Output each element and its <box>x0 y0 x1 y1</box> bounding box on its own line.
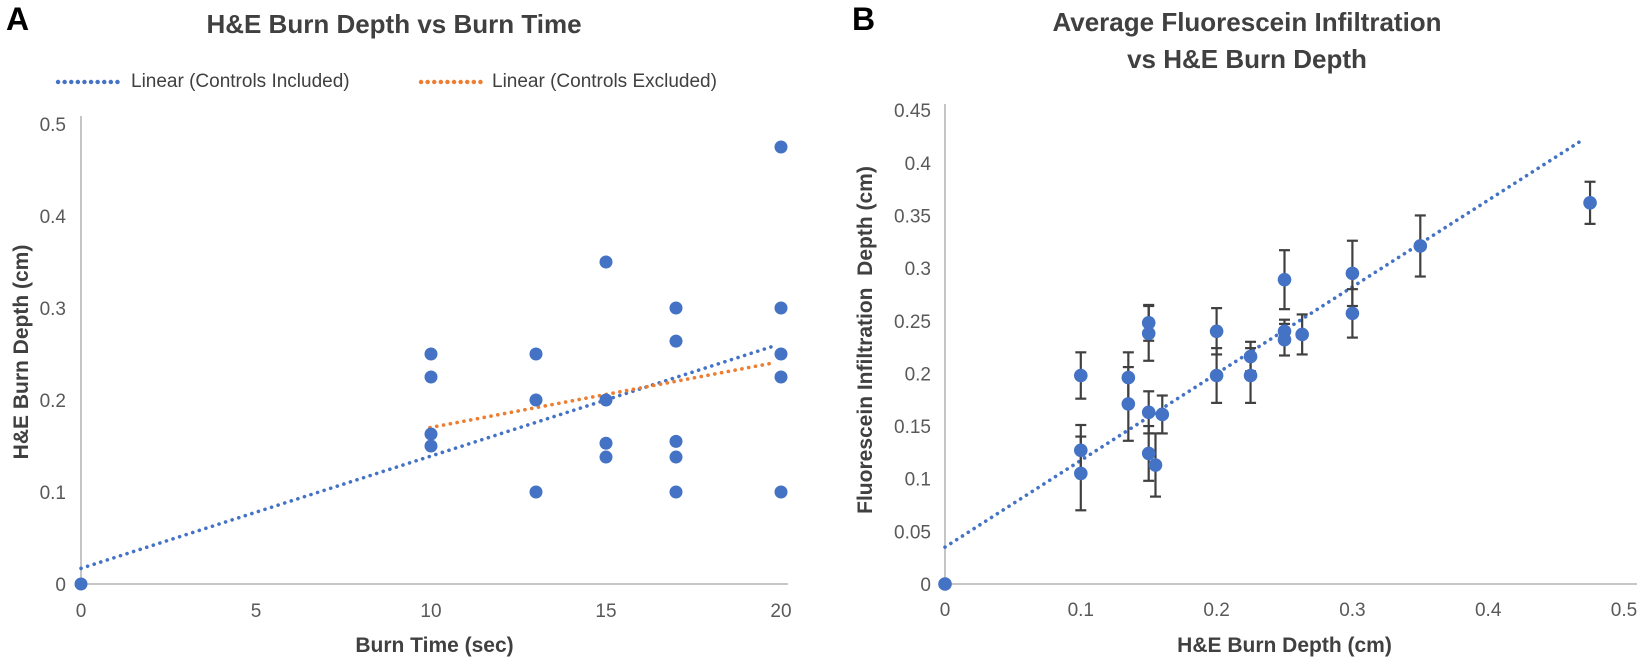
y-tick-label: 0.4 <box>40 207 67 228</box>
x-tick-label: 15 <box>595 601 616 622</box>
y-tick-label: 0.1 <box>40 483 66 504</box>
data-point <box>1121 370 1136 385</box>
panel-a-letter: A <box>6 1 30 37</box>
data-point <box>599 450 613 464</box>
chart-a-xaxis-title: Burn Time (sec) <box>355 634 514 657</box>
data-point <box>1074 368 1088 383</box>
data-point <box>529 485 543 499</box>
data-point <box>1243 368 1258 383</box>
data-point <box>1121 397 1136 411</box>
y-tick-label: 0.25 <box>894 312 931 333</box>
data-point <box>74 577 88 591</box>
data-point <box>1243 349 1258 364</box>
y-tick-label: 0.3 <box>40 299 66 320</box>
y-tick-label: 0.05 <box>894 522 931 543</box>
x-tick-label: 0.4 <box>1475 600 1502 621</box>
data-point <box>1141 316 1156 330</box>
chart-a-title: H&E Burn Depth vs Burn Time <box>206 9 582 39</box>
data-point <box>599 255 613 269</box>
data-point <box>1155 407 1170 422</box>
data-point <box>1583 196 1597 210</box>
y-tick-label: 0.1 <box>905 470 931 491</box>
x-tick-label: 0.3 <box>1339 600 1365 621</box>
data-point <box>669 485 683 499</box>
y-tick-label: 0.4 <box>905 154 932 175</box>
x-tick-label: 10 <box>420 601 441 622</box>
y-tick-label: 0.3 <box>905 259 931 280</box>
x-tick-label: 0.2 <box>1203 600 1229 621</box>
data-point <box>1074 443 1088 458</box>
x-tick-label: 0 <box>76 601 87 622</box>
y-tick-label: 0.45 <box>894 101 931 122</box>
trendline <box>943 136 1587 549</box>
legend-label-controls-included: Linear (Controls Included) <box>131 71 350 92</box>
data-point <box>669 450 683 464</box>
data-point <box>669 301 683 315</box>
chart-b-title: Average Fluorescein Infiltration vs H&E … <box>947 4 1547 78</box>
data-point <box>1209 368 1224 383</box>
y-tick-label: 0 <box>55 575 66 596</box>
x-tick-label: 0.1 <box>1068 600 1094 621</box>
data-point <box>1413 239 1428 253</box>
data-point <box>529 393 543 407</box>
panel-b-letter: B <box>852 1 876 37</box>
data-point <box>424 370 438 384</box>
legend-label-controls-excluded: Linear (Controls Excluded) <box>492 71 717 92</box>
data-point <box>1141 446 1156 461</box>
data-point <box>669 434 683 448</box>
x-tick-label: 0 <box>940 600 951 621</box>
y-tick-label: 0.2 <box>40 391 66 412</box>
chart-b-title-line1: Average Fluorescein Infiltration <box>1052 7 1442 37</box>
data-point <box>424 427 438 441</box>
data-point <box>1141 405 1156 420</box>
data-point <box>1209 324 1224 339</box>
data-point <box>424 347 438 361</box>
data-point <box>774 301 788 315</box>
chart-b-xaxis-title: H&E Burn Depth (cm) <box>1177 634 1392 657</box>
data-point <box>774 370 788 384</box>
data-point <box>774 485 788 499</box>
y-tick-label: 0.5 <box>40 115 66 136</box>
data-point <box>938 577 952 591</box>
y-tick-label: 0.15 <box>894 417 931 438</box>
data-point <box>1141 326 1156 341</box>
data-point <box>774 347 788 361</box>
data-point <box>424 439 438 453</box>
y-tick-label: 0.2 <box>905 364 931 385</box>
data-point <box>1148 458 1163 472</box>
x-tick-label: 0.5 <box>1611 600 1637 621</box>
data-point <box>1074 466 1088 481</box>
data-point <box>669 334 683 348</box>
data-point <box>1277 332 1292 347</box>
trendline <box>428 361 774 430</box>
data-point <box>1277 272 1292 287</box>
data-point <box>1345 306 1360 321</box>
data-point <box>774 140 788 154</box>
chart-b-yaxis-title: Fluorescein Infiltration Depth (cm) <box>854 166 877 514</box>
y-tick-label: 0.35 <box>894 206 931 227</box>
data-point <box>599 393 613 407</box>
data-point <box>1295 327 1309 342</box>
chart-a-yaxis-title: H&E Burn Depth (cm) <box>10 244 33 460</box>
y-tick-label: 0 <box>920 575 931 596</box>
x-tick-label: 5 <box>251 601 262 622</box>
data-point <box>529 347 543 361</box>
chart-b-title-line2: vs H&E Burn Depth <box>1127 44 1367 74</box>
data-point <box>1345 266 1360 281</box>
x-tick-label: 20 <box>770 601 791 622</box>
data-point <box>599 436 613 450</box>
